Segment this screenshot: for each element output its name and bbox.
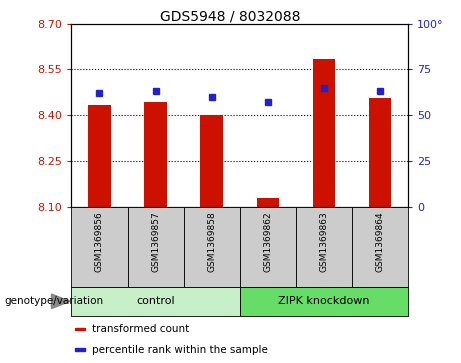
Text: GDS5948 / 8032088: GDS5948 / 8032088 <box>160 9 301 23</box>
Text: GSM1369856: GSM1369856 <box>95 211 104 272</box>
Text: GSM1369862: GSM1369862 <box>263 211 272 272</box>
Bar <box>240 287 408 316</box>
Bar <box>88 105 111 207</box>
Bar <box>369 98 391 207</box>
Bar <box>183 207 240 287</box>
Bar <box>201 115 223 207</box>
Polygon shape <box>52 294 70 309</box>
Bar <box>71 207 128 287</box>
Bar <box>144 102 167 207</box>
Text: GSM1369857: GSM1369857 <box>151 211 160 272</box>
Bar <box>75 327 85 330</box>
Text: GSM1369864: GSM1369864 <box>375 211 384 272</box>
Bar <box>313 59 335 207</box>
Bar <box>352 207 408 287</box>
Text: GSM1369858: GSM1369858 <box>207 211 216 272</box>
Text: GSM1369863: GSM1369863 <box>319 211 328 272</box>
Bar <box>296 207 352 287</box>
Bar <box>256 198 279 207</box>
Bar <box>128 207 183 287</box>
Bar <box>71 287 240 316</box>
Text: transformed count: transformed count <box>92 324 189 334</box>
Text: genotype/variation: genotype/variation <box>5 296 104 306</box>
Text: ZIPK knockdown: ZIPK knockdown <box>278 296 370 306</box>
Text: control: control <box>136 296 175 306</box>
Bar <box>75 348 85 351</box>
Bar <box>240 207 296 287</box>
Text: percentile rank within the sample: percentile rank within the sample <box>92 345 267 355</box>
